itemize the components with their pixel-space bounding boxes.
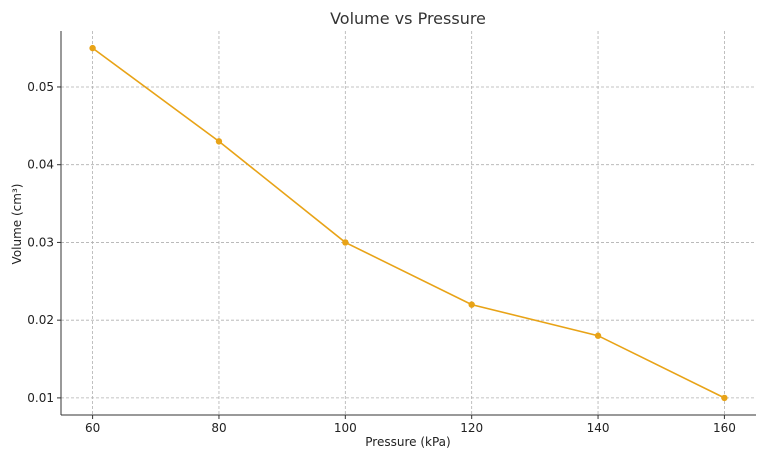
y-axis-ticks: 0.01 0.02 0.03 0.04 0.05: [27, 80, 61, 405]
data-point-3: [468, 301, 475, 308]
series-line-0: [92, 47, 725, 399]
data-point-5: [721, 394, 728, 402]
x-tick-label-1: 80: [211, 421, 226, 435]
chart-title: Volume vs Pressure: [330, 9, 486, 28]
y-tick-label-4: 0.05: [27, 80, 54, 94]
x-tick-label-3: 120: [460, 421, 483, 435]
data-point-2: [342, 239, 349, 246]
y-tick-label-3: 0.04: [27, 158, 54, 172]
data-point-4: [594, 332, 602, 339]
y-axis-label: Volume (cm³): [10, 184, 24, 265]
data-series: [89, 44, 728, 402]
grid-lines: [61, 31, 756, 415]
y-tick-label-2: 0.03: [27, 235, 54, 249]
y-tick-label-1: 0.02: [27, 313, 54, 327]
x-axis-label: Pressure (kPa): [365, 435, 450, 449]
x-tick-label-4: 140: [587, 421, 610, 435]
x-axis-ticks: 60 80 100 120 140 160: [85, 415, 736, 435]
x-tick-label-5: 160: [713, 421, 736, 435]
x-tick-label-0: 60: [85, 421, 100, 435]
data-point-0: [89, 44, 96, 52]
y-tick-label-0: 0.01: [27, 391, 54, 405]
axes: [60, 31, 756, 416]
x-tick-label-2: 100: [334, 421, 357, 435]
data-point-1: [215, 138, 223, 145]
